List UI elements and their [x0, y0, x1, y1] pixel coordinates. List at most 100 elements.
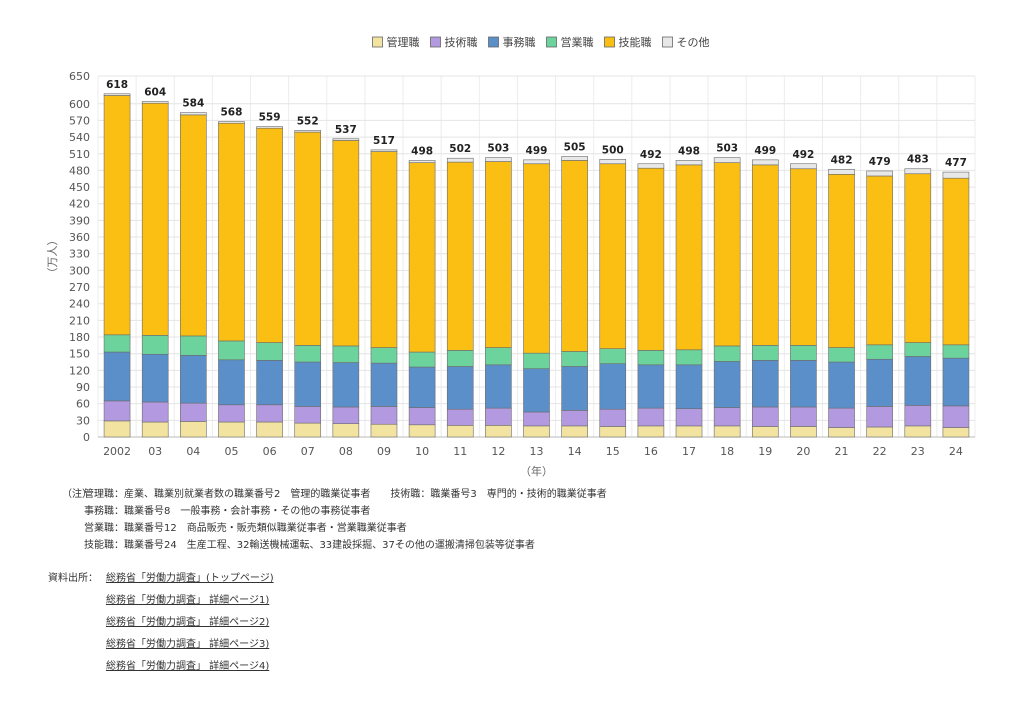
note-line: 技能職：職業番号24 生産工程、32輸送機械運転、33建設採掘、37その他の運搬… [84, 540, 535, 551]
x-tick-label: 18 [720, 445, 734, 458]
bar-segment [866, 344, 893, 360]
bar-segment [141, 102, 169, 336]
y-tick-label: 650 [69, 70, 90, 83]
bar-segment [485, 161, 512, 348]
bar-segment [599, 408, 627, 427]
bar-segment [485, 364, 512, 409]
legend-swatch [372, 36, 383, 48]
total-label: 584 [182, 98, 204, 110]
bar-segment [599, 348, 627, 364]
total-label: 499 [754, 145, 776, 157]
bar-segment [561, 410, 588, 427]
bar-segment [713, 407, 741, 427]
total-label: 502 [449, 143, 471, 155]
y-tick-label: 210 [69, 314, 90, 327]
source-link[interactable]: 総務省「労働力調査」 詳細ページ3) [106, 639, 270, 650]
legend-swatch [546, 36, 557, 48]
bar-segment [408, 162, 436, 353]
bar-segment [637, 425, 665, 438]
source-link[interactable]: 総務省「労働力調査」(トップページ) [106, 573, 274, 584]
bar-segment [332, 362, 360, 408]
bar-segment [523, 159, 550, 165]
bar-segment [904, 342, 932, 357]
y-tick-label: 420 [69, 198, 90, 211]
bar-segment [828, 174, 855, 348]
bar-segment [599, 159, 627, 165]
y-tick-label: 240 [69, 298, 90, 311]
legend-swatch [488, 36, 499, 48]
bar-segment [942, 177, 970, 346]
bar-segment [790, 163, 817, 170]
bar-segment [751, 164, 779, 346]
x-tick-label: 16 [644, 445, 658, 458]
bar-segment [332, 406, 360, 424]
bar-segment [828, 347, 855, 363]
note-line: 事務職：職業番号8 一般事務・会計事務・その他の事務従事者 [84, 506, 371, 517]
bar-segment [141, 335, 169, 355]
total-label: 552 [297, 115, 319, 127]
bar-segment [218, 340, 245, 361]
x-tick-label: 12 [491, 445, 505, 458]
y-tick-label: 300 [69, 264, 90, 277]
bar-segment [828, 361, 855, 409]
total-label: 537 [335, 124, 357, 136]
stacked-bar-chart: 0306090120150180210240270300330360390420… [46, 35, 976, 478]
bar-segment [713, 345, 741, 362]
bar-segment [256, 360, 283, 406]
bar-segment [713, 361, 741, 408]
sources-label: 資料出所： [48, 573, 98, 584]
total-label: 492 [792, 149, 814, 161]
bar-segment [751, 360, 779, 408]
x-tick-label: 20 [796, 445, 810, 458]
x-tick-label: 2002 [103, 445, 131, 458]
bar-segment [256, 127, 283, 343]
bar-segment [103, 400, 131, 422]
bar-segment [485, 407, 512, 426]
total-label: 503 [487, 143, 509, 155]
bar-segment [446, 350, 474, 367]
bar-segment [141, 401, 169, 423]
x-tick-label: 10 [415, 445, 429, 458]
y-tick-label: 450 [69, 181, 90, 194]
y-tick-label: 480 [69, 164, 90, 177]
y-tick-label: 390 [69, 214, 90, 227]
bar-segment [523, 163, 550, 354]
x-tick-label: 21 [835, 445, 849, 458]
bar-segment [294, 422, 322, 438]
bar-segment [751, 406, 779, 427]
source-link[interactable]: 総務省「労働力調査」 詳細ページ4) [106, 661, 270, 672]
total-label: 505 [564, 142, 586, 154]
bar-segment [713, 425, 741, 438]
bar-segment [828, 407, 855, 428]
y-tick-label: 30 [76, 414, 90, 427]
bar-segment [866, 358, 893, 407]
note-line: 営業職：職業番号12 商品販売・販売類似職業従事者・営業職業従事者 [84, 523, 407, 534]
bar-segment [446, 366, 474, 410]
legend-label: 事務職 [503, 35, 536, 49]
bar-segment [790, 168, 817, 346]
bar-segment [218, 421, 245, 438]
bar-segment [561, 160, 588, 352]
bar-segment [866, 426, 893, 438]
bar-segment [637, 407, 665, 427]
bar-segment [103, 93, 131, 96]
legend-label: 技能職 [619, 35, 652, 49]
bar-segment [599, 163, 627, 349]
legend-swatch [604, 36, 615, 48]
bar-segment [370, 149, 398, 152]
total-label: 482 [831, 154, 853, 166]
source-link[interactable]: 総務省「労働力調査」 詳細ページ2) [106, 617, 270, 628]
bar-segment [370, 362, 398, 407]
bar-segment [866, 170, 893, 177]
x-tick-label: 05 [224, 445, 238, 458]
bar-segment [561, 366, 588, 411]
bar-segment [446, 425, 474, 438]
y-tick-label: 360 [69, 231, 90, 244]
legend-swatch [430, 36, 441, 48]
y-tick-label: 0 [83, 431, 90, 444]
x-tick-label: 06 [263, 445, 277, 458]
source-link[interactable]: 総務省「労働力調査」 詳細ページ1) [106, 595, 270, 606]
y-tick-label: 330 [69, 248, 90, 261]
bar-segment [256, 404, 283, 423]
total-label: 559 [259, 112, 281, 124]
